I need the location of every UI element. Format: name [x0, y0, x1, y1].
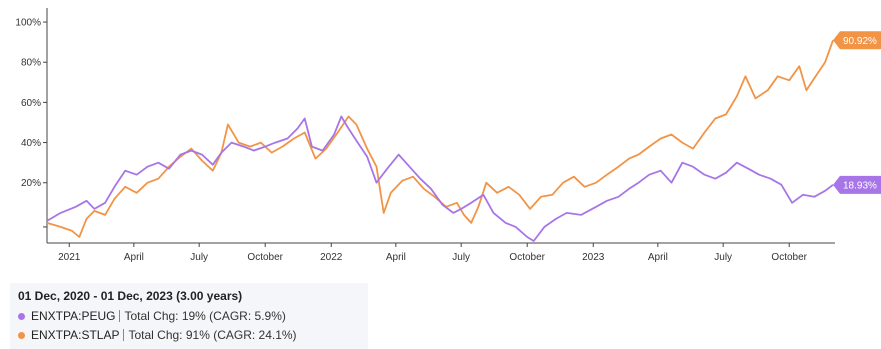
end-value-tag-bg: [833, 175, 881, 194]
y-tick-label: 100%: [15, 18, 41, 29]
legend-series-name: ENXTPA:STLAP: [31, 328, 120, 342]
legend-series-stat: Total Chg: 91% (CAGR: 24.1%): [128, 328, 297, 342]
date-range-label: 01 Dec, 2020 - 01 Dec, 2023 (3.00 years): [18, 289, 243, 303]
y-tick-label: 40%: [21, 138, 41, 149]
x-tick-label: July: [714, 252, 732, 263]
end-value-tag-bg: [833, 31, 881, 50]
legend-item-peug[interactable]: ENXTPA:PEUG Total Chg: 19% (CAGR: 5.9%): [18, 309, 286, 323]
x-tick-label: April: [648, 252, 668, 263]
legend: 01 Dec, 2020 - 01 Dec, 2023 (3.00 years)…: [10, 283, 368, 349]
separator: [123, 329, 125, 341]
legend-series-name: ENXTPA:PEUG: [31, 309, 116, 323]
end-value-label: 18.93%: [843, 180, 877, 191]
x-axis: 2021 April July October 2022 April July October…: [47, 242, 835, 263]
x-tick-label: October: [509, 252, 545, 263]
x-tick-label: October: [247, 252, 283, 263]
legend-item-stlap[interactable]: ENXTPA:STLAP Total Chg: 91% (CAGR: 24.1%…: [18, 328, 297, 342]
x-tick-label: July: [452, 252, 470, 263]
y-tick-label: 20%: [21, 178, 41, 189]
x-tick-label: April: [124, 252, 144, 263]
y-axis: 20% 40% 60% 80% 100%: [15, 8, 48, 243]
end-value-label: 90.92%: [843, 36, 877, 47]
performance-line-chart: 20%40%60%80%100% 2021 April July October 202…: [15, 8, 881, 263]
x-tick-label: July: [190, 252, 208, 263]
series-line-peug[interactable]: [46, 115, 834, 242]
series-lines: [46, 39, 834, 242]
y-tick-label: 80%: [21, 58, 41, 69]
x-tick-label: October: [771, 252, 807, 263]
series-dot-icon: [18, 331, 25, 339]
y-tick-label: 60%: [21, 98, 41, 109]
x-tick-label: 2023: [582, 252, 605, 263]
end-value-tag: 18.93%: [833, 175, 881, 194]
separator: [119, 310, 121, 322]
x-tick-label: April: [386, 252, 406, 263]
x-tick-label: 2021: [58, 252, 81, 263]
end-value-tags: 18.93% 90.92%: [833, 31, 881, 194]
series-dot-icon: [18, 312, 25, 320]
x-tick-label: 2022: [320, 252, 343, 263]
end-value-tag: 90.92%: [833, 31, 881, 50]
series-line-stlap[interactable]: [46, 39, 834, 238]
legend-series-stat: Total Chg: 19% (CAGR: 5.9%): [124, 309, 286, 323]
